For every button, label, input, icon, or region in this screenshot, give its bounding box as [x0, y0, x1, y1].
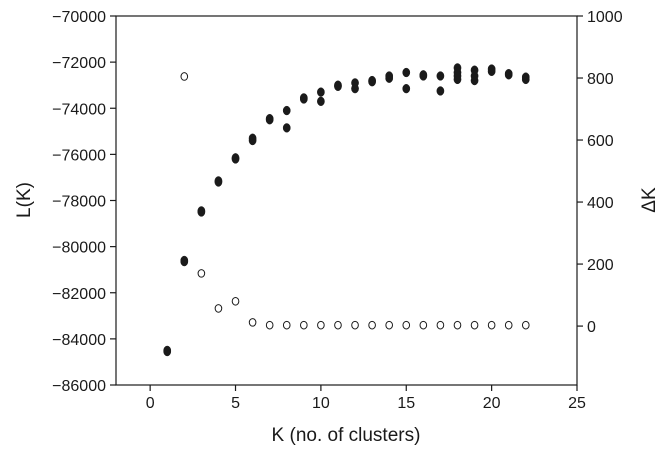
l-k-point [317, 96, 325, 106]
y2-tick-label: 200 [587, 257, 614, 274]
l-k-point [436, 71, 445, 81]
x-tick-label: 25 [568, 395, 586, 412]
y-tick-label: −74000 [52, 101, 106, 118]
x-axis-ticks: 0 5 10 15 20 25 [146, 385, 586, 412]
l-k-point [231, 153, 240, 163]
delta-k-point [521, 320, 530, 330]
delta-k-point [248, 318, 257, 327]
y-tick-label: −72000 [52, 55, 106, 72]
delta-k-point [265, 320, 274, 330]
delta-k-point [197, 269, 206, 278]
delta-k-point [402, 320, 411, 330]
y-tick-label: −78000 [52, 194, 106, 211]
l-k-point [265, 113, 274, 124]
delta-k-point [436, 320, 445, 330]
l-k-point [368, 75, 376, 86]
l-k-point [334, 80, 342, 90]
delta-k-point [214, 304, 223, 313]
x-axis-title: K (no. of clusters) [272, 425, 421, 446]
y2-tick-label: 600 [587, 133, 614, 150]
l-k-point [402, 67, 411, 78]
l-k-point [163, 345, 172, 356]
delta-k-point [351, 320, 359, 330]
delta-k-point [317, 320, 325, 330]
x-tick-label: 15 [397, 395, 415, 412]
x-tick-label: 0 [146, 395, 155, 412]
y-tick-label: −80000 [52, 240, 106, 257]
l-k-point [197, 206, 206, 216]
l-k-point [521, 72, 530, 82]
y2-tick-label: 800 [587, 71, 614, 88]
delta-k-point [487, 320, 496, 330]
y2-axis-title: ΔK [639, 187, 660, 213]
delta-k-point [419, 320, 428, 330]
y-tick-label: −86000 [52, 378, 106, 395]
y2-axis-ticks: 0 200 400 600 800 1000 [577, 9, 623, 336]
l-k-point [453, 63, 462, 73]
y2-tick-label: 1000 [587, 9, 623, 26]
y-axis-title: L(K) [14, 182, 35, 218]
delta-k-point [504, 320, 513, 330]
delta-k-point [231, 296, 240, 306]
delta-k-point [368, 320, 376, 330]
delta-k-point [282, 320, 291, 330]
l-k-point [299, 93, 308, 103]
delta-k-point [300, 320, 308, 330]
y2-tick-label: 0 [587, 319, 596, 336]
delta-k-point [180, 72, 189, 81]
l-k-point [436, 86, 445, 96]
delta-k-point [334, 320, 342, 330]
y-tick-label: −70000 [52, 9, 106, 26]
x-tick-label: 5 [231, 395, 240, 412]
l-k-point [317, 87, 325, 97]
l-k-point [351, 78, 359, 88]
y-tick-label: −82000 [52, 286, 106, 303]
y-tick-label: −84000 [52, 332, 106, 349]
l-k-point [248, 133, 257, 143]
l-k-point [402, 83, 411, 94]
x-tick-label: 20 [483, 395, 501, 412]
l-k-point [504, 69, 513, 79]
y-tick-label: −76000 [52, 147, 106, 164]
l-k-point [214, 176, 223, 186]
y-axis-ticks: −86000 −84000 −82000 −80000 −78000 −76000 −740… [52, 9, 116, 395]
delta-k-point [470, 320, 479, 330]
l-k-point [282, 123, 291, 133]
delta-k-point [453, 320, 462, 330]
x-tick-label: 10 [312, 395, 330, 412]
l-k-point [419, 70, 428, 80]
series-l-k-points [163, 63, 530, 357]
delta-k-point [385, 320, 393, 330]
l-k-point [487, 64, 496, 74]
l-k-point [385, 71, 394, 81]
series-delta-k-points [180, 72, 530, 330]
y2-tick-label: 400 [587, 195, 614, 212]
l-k-point [470, 65, 479, 75]
l-k-point [180, 255, 189, 266]
l-k-point [282, 105, 291, 116]
